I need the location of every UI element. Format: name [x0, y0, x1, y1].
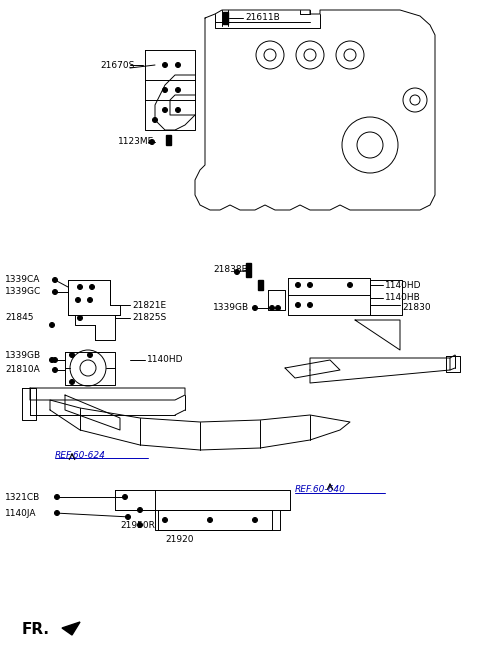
Polygon shape	[245, 263, 251, 277]
Circle shape	[207, 518, 213, 522]
Circle shape	[308, 302, 312, 308]
Text: REF.60-640: REF.60-640	[295, 485, 346, 495]
Text: 21670S: 21670S	[100, 60, 134, 70]
Text: 21830: 21830	[402, 304, 431, 312]
Text: 21950R: 21950R	[120, 520, 155, 529]
Circle shape	[77, 285, 83, 289]
Circle shape	[149, 140, 155, 144]
Text: 21920: 21920	[165, 535, 193, 544]
Circle shape	[163, 518, 168, 522]
Polygon shape	[166, 135, 170, 145]
Text: 1321CB: 1321CB	[5, 493, 40, 501]
Polygon shape	[223, 12, 228, 24]
Text: 21825S: 21825S	[132, 314, 166, 323]
Circle shape	[75, 298, 81, 302]
Circle shape	[235, 270, 240, 274]
Circle shape	[52, 358, 58, 363]
Circle shape	[276, 306, 280, 310]
Circle shape	[52, 277, 58, 283]
Text: 1140HD: 1140HD	[147, 356, 183, 365]
Circle shape	[52, 367, 58, 373]
Circle shape	[252, 518, 257, 522]
Circle shape	[137, 508, 143, 512]
Text: 1140HD: 1140HD	[385, 281, 421, 289]
Circle shape	[55, 510, 60, 516]
Circle shape	[252, 306, 257, 310]
Text: 21821E: 21821E	[132, 300, 166, 310]
Circle shape	[52, 289, 58, 295]
Circle shape	[89, 285, 95, 289]
Circle shape	[176, 62, 180, 68]
Circle shape	[70, 352, 74, 358]
Text: 21611B: 21611B	[245, 14, 280, 22]
Circle shape	[163, 87, 168, 92]
Circle shape	[176, 87, 180, 92]
Circle shape	[308, 283, 312, 287]
Circle shape	[122, 495, 128, 499]
Circle shape	[296, 283, 300, 287]
Circle shape	[55, 495, 60, 499]
Polygon shape	[257, 280, 263, 290]
Circle shape	[176, 108, 180, 112]
Circle shape	[125, 514, 131, 520]
Circle shape	[87, 352, 93, 358]
Text: 1123ME: 1123ME	[118, 138, 154, 146]
Circle shape	[163, 108, 168, 112]
Text: REF.60-624: REF.60-624	[55, 451, 106, 459]
Circle shape	[163, 62, 168, 68]
Circle shape	[49, 323, 55, 327]
Circle shape	[269, 306, 275, 310]
Text: 1140HB: 1140HB	[385, 293, 421, 302]
Text: 1339CA: 1339CA	[5, 276, 40, 285]
Circle shape	[296, 302, 300, 308]
Circle shape	[49, 358, 55, 363]
Text: 1339GC: 1339GC	[5, 287, 41, 297]
Circle shape	[348, 283, 352, 287]
Text: 21845: 21845	[5, 314, 34, 323]
Circle shape	[153, 117, 157, 123]
Text: 1339GB: 1339GB	[213, 304, 249, 312]
Circle shape	[137, 522, 143, 527]
Text: 1339GB: 1339GB	[5, 350, 41, 359]
Text: 21838B: 21838B	[213, 266, 248, 274]
Polygon shape	[62, 622, 80, 635]
Text: 21810A: 21810A	[5, 365, 40, 375]
Circle shape	[87, 298, 93, 302]
Text: FR.: FR.	[22, 623, 50, 638]
Circle shape	[70, 380, 74, 384]
Text: 1140JA: 1140JA	[5, 508, 36, 518]
Circle shape	[77, 316, 83, 321]
